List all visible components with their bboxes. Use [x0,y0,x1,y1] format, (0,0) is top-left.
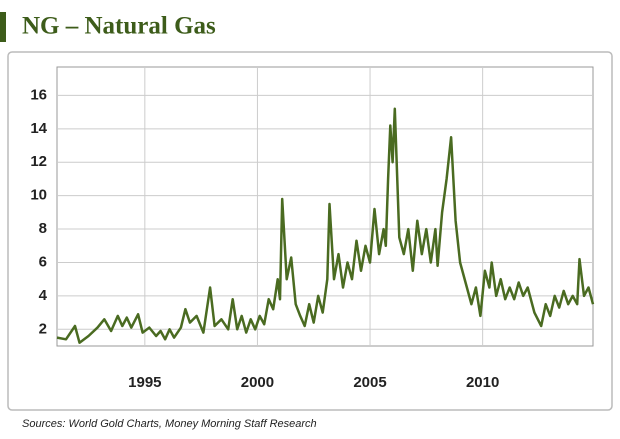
y-tick-label: 2 [39,320,47,337]
chart-title: NG – Natural Gas [22,13,216,40]
data-line [56,107,595,344]
x-tick-label: 1995 [128,374,161,391]
source-note: Sources: World Gold Charts, Money Mornin… [22,418,317,430]
plot-border [56,66,594,347]
title-accent [0,12,6,42]
y-tick-label: 16 [30,86,47,103]
y-tick-label: 14 [30,120,47,137]
y-tick-label: 8 [39,220,47,237]
panel-border [7,51,613,411]
y-tick-label: 10 [30,187,47,204]
x-tick-label: 2010 [466,374,499,391]
y-tick-label: 12 [30,153,47,170]
x-tick-label: 2000 [241,374,274,391]
y-tick-label: 6 [39,253,47,270]
x-tick-label: 2005 [353,374,386,391]
y-tick-label: 4 [39,287,48,304]
